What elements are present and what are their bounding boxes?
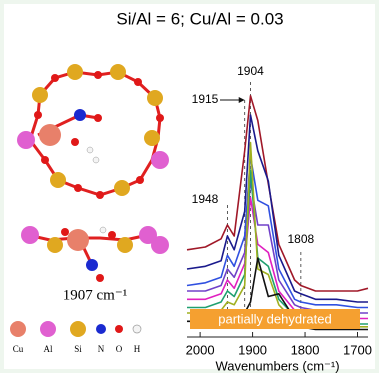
x-axis-label: Wavenumbers (cm⁻¹) xyxy=(215,358,339,373)
atom xyxy=(17,131,35,149)
atom-swatch xyxy=(70,321,86,337)
atom xyxy=(86,259,98,271)
structure-label: 1907 cm⁻¹ xyxy=(63,287,128,303)
atom xyxy=(41,156,49,164)
atom xyxy=(74,184,82,192)
atom xyxy=(108,231,116,239)
atom xyxy=(100,227,106,233)
peak-label: 1808 xyxy=(287,232,314,246)
figure: Si/Al = 6; Cu/Al = 0.03 xyxy=(0,0,379,373)
atom xyxy=(117,237,133,253)
atom-label: Cu xyxy=(13,344,24,354)
atom xyxy=(94,71,102,79)
atom xyxy=(110,64,126,80)
atom-swatch xyxy=(10,321,26,337)
atom xyxy=(134,78,142,86)
atom-swatch xyxy=(40,321,56,337)
atom-label: N xyxy=(98,344,105,354)
atom-label: Al xyxy=(44,344,53,354)
atom xyxy=(96,274,104,282)
atom xyxy=(144,130,160,146)
atom xyxy=(21,226,39,244)
atom-swatch xyxy=(115,325,123,333)
x-tick-label: 1900 xyxy=(238,342,267,357)
atom-label: O xyxy=(116,344,123,354)
x-tick-label: 2000 xyxy=(186,342,215,357)
atom xyxy=(61,228,69,236)
atom xyxy=(67,64,83,80)
atom xyxy=(151,151,169,169)
atom xyxy=(39,124,61,146)
x-tick-label: 1800 xyxy=(291,342,320,357)
atom xyxy=(50,172,66,188)
atom xyxy=(114,180,130,196)
atom xyxy=(136,176,144,184)
peak-label: 1904 xyxy=(237,64,264,78)
atom xyxy=(71,138,79,146)
atom xyxy=(67,229,89,251)
atom-label: Si xyxy=(74,344,82,354)
atom xyxy=(51,74,59,82)
page: {"chart_data": { "type": "line", "title"… xyxy=(0,0,379,373)
atom xyxy=(93,157,99,163)
atom xyxy=(151,236,169,254)
peak-label: 1915 xyxy=(192,92,219,106)
banner-text: partially dehydrated xyxy=(218,311,331,326)
atom xyxy=(32,87,48,103)
atom-swatch xyxy=(96,324,106,334)
atom xyxy=(87,147,93,153)
atom-label: H xyxy=(134,344,141,354)
atom xyxy=(34,111,42,119)
atom xyxy=(96,191,104,199)
atom xyxy=(47,237,63,253)
atom xyxy=(147,90,163,106)
atom xyxy=(94,114,102,122)
peak-label: 1948 xyxy=(192,192,219,206)
chart-title: Si/Al = 6; Cu/Al = 0.03 xyxy=(116,9,283,28)
atom xyxy=(156,114,164,122)
atom xyxy=(74,109,86,121)
x-tick-label: 1700 xyxy=(343,342,372,357)
atom-swatch xyxy=(133,325,141,333)
